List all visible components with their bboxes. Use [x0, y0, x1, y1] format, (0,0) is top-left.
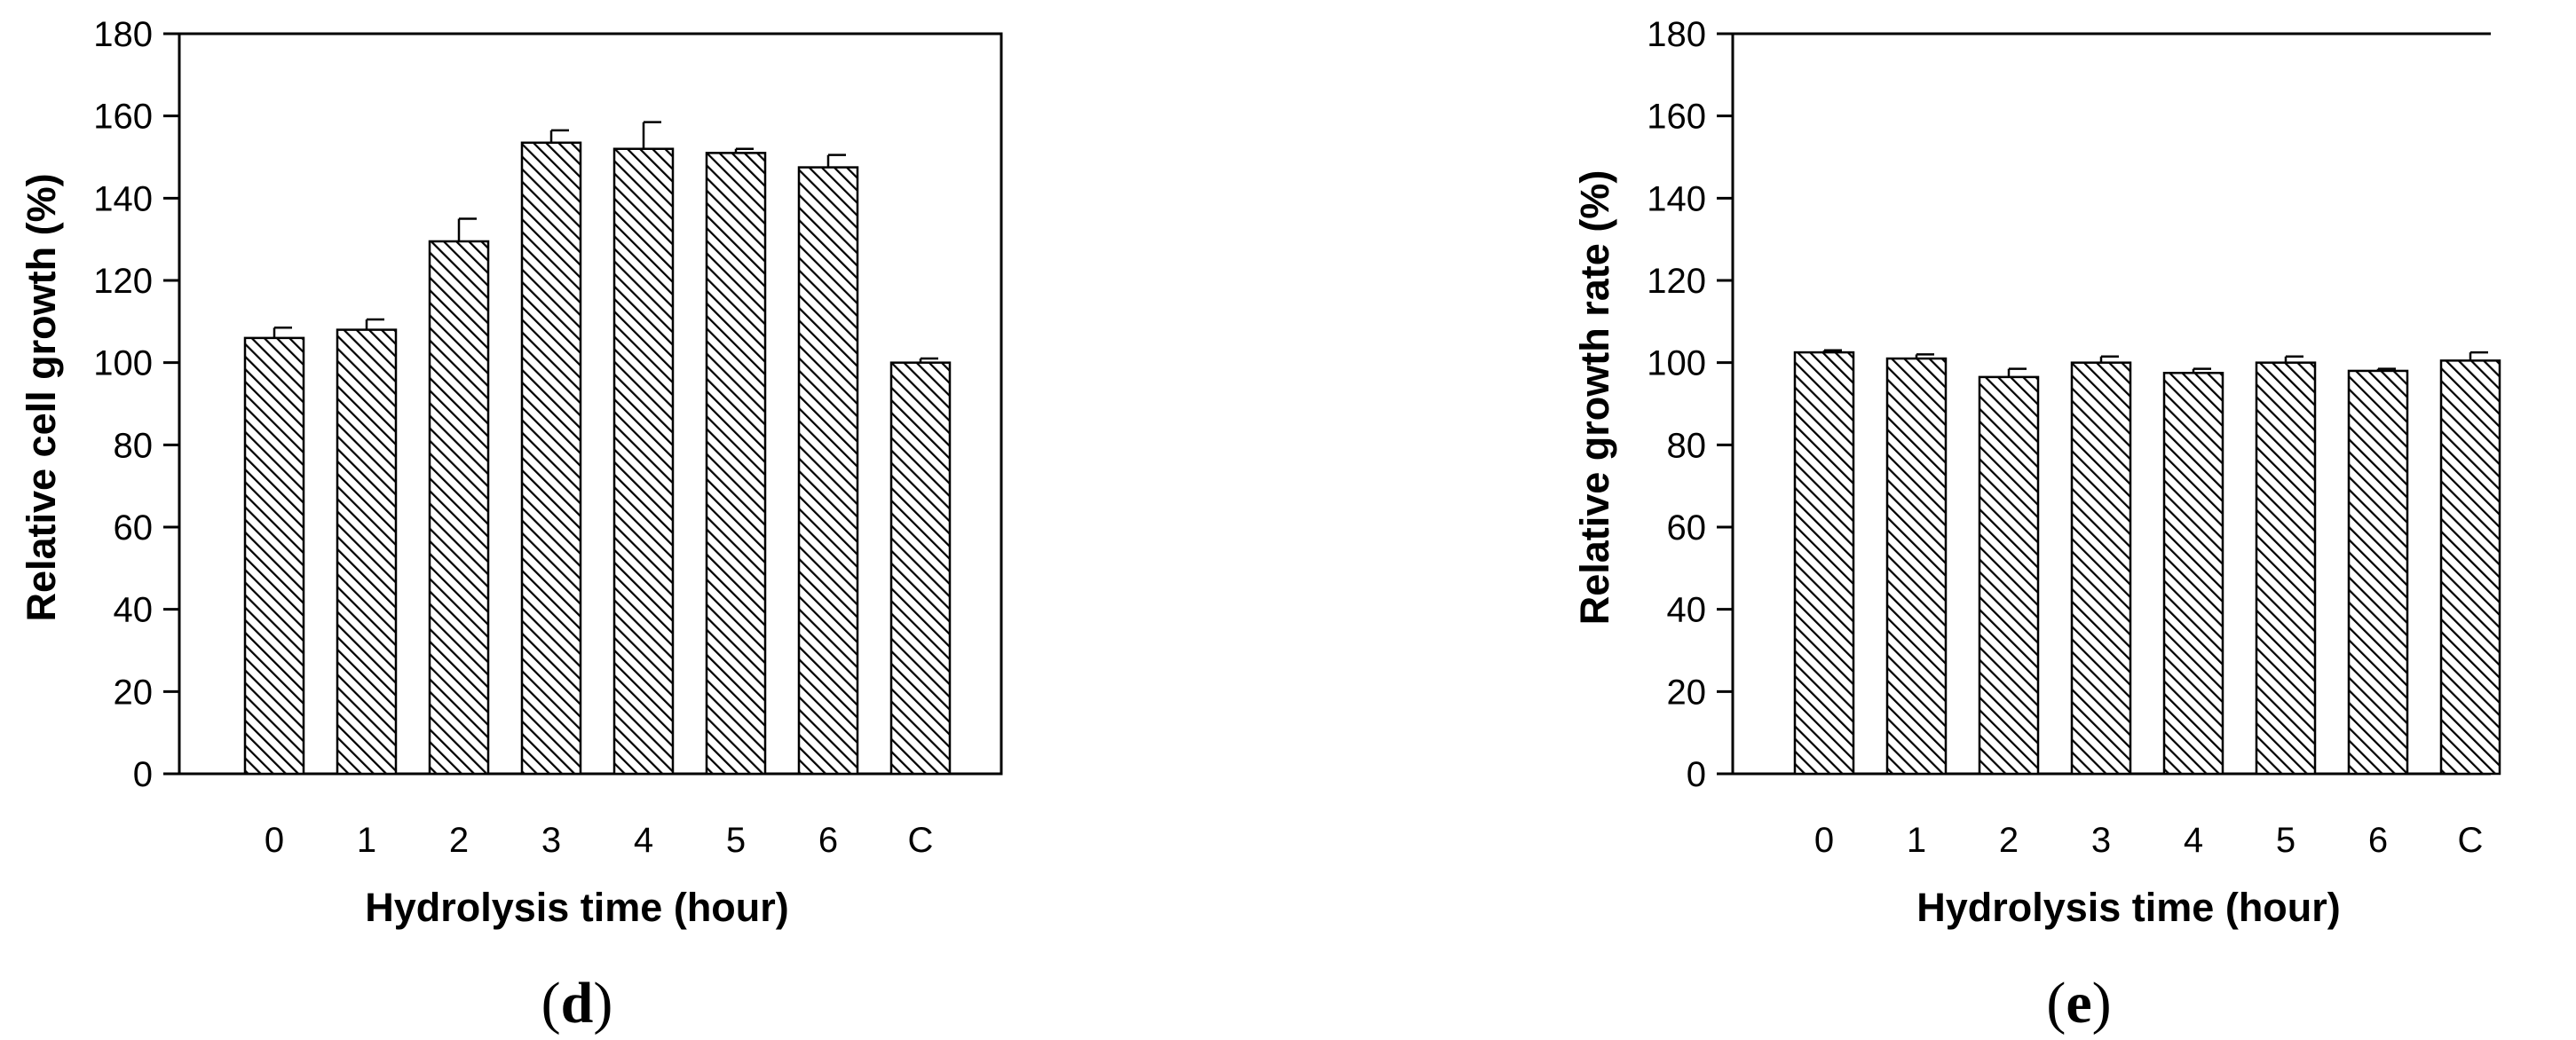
panel-label-close: ) — [593, 971, 612, 1036]
y-tick-label: 80 — [114, 426, 154, 465]
bar — [2439, 359, 2501, 776]
chart-panel-e: 0 20 40 60 80 100 120 140 160 180 0 1 2 3 4 5 6 C Relativ… — [1572, 15, 2501, 1036]
bar — [889, 361, 952, 776]
bar — [520, 141, 582, 776]
y-tick-label: 60 — [1667, 508, 1707, 548]
bar — [797, 166, 859, 776]
bar — [243, 336, 305, 776]
bar — [1978, 375, 2040, 776]
plot-area: 0 20 40 60 80 100 120 140 160 180 0 1 2 3 4 5 6 C — [1647, 15, 2501, 860]
bar — [1885, 357, 1948, 776]
panel-label: (e) — [2046, 971, 2111, 1036]
y-tick-label: 140 — [93, 179, 153, 218]
bar — [2162, 372, 2224, 776]
x-tick-label: 0 — [1814, 821, 1834, 860]
chart-panel-d: 0 20 40 60 80 100 120 140 160 180 0 1 2 3 4 5 6 C Relativ… — [19, 15, 1003, 1036]
y-axis-title: Relative cell growth (%) — [19, 173, 64, 621]
x-tick-label: C — [2458, 821, 2484, 860]
x-tick-label: 3 — [2091, 821, 2111, 860]
y-axis-title: Relative growth rate (%) — [1572, 170, 1617, 626]
panel-label-letter: e — [2066, 971, 2091, 1036]
bar — [612, 147, 675, 776]
y-tick-label: 120 — [1647, 262, 1706, 301]
y-tick-label: 0 — [1687, 755, 1706, 794]
x-tick-label: 4 — [634, 821, 653, 860]
y-tick-label: 60 — [114, 508, 154, 548]
y-tick-label: 0 — [133, 755, 153, 794]
x-tick-label: 1 — [1907, 821, 1926, 860]
x-tick-label: 5 — [2276, 821, 2295, 860]
x-axis-title: Hydrolysis time (hour) — [1916, 885, 2341, 930]
bar — [705, 152, 767, 776]
plot-frame — [178, 32, 1003, 776]
y-tick-label: 180 — [1647, 15, 1706, 54]
x-axis-title: Hydrolysis time (hour) — [365, 885, 789, 930]
y-tick-label: 20 — [1667, 673, 1707, 712]
x-tick-label: 6 — [2368, 821, 2388, 860]
y-tick-label: 20 — [114, 673, 154, 712]
y-tick-label: 100 — [1647, 344, 1706, 383]
panel-label-open: ( — [2046, 971, 2066, 1036]
bar — [336, 328, 398, 776]
bar — [2070, 361, 2132, 776]
x-tick-label: 1 — [357, 821, 376, 860]
plot-area: 0 20 40 60 80 100 120 140 160 180 0 1 2 3 4 5 6 C — [93, 15, 1003, 860]
y-tick-label: 120 — [93, 262, 153, 301]
bar — [2255, 361, 2317, 776]
y-tick-label: 40 — [1667, 591, 1707, 630]
y-tick-label: 40 — [114, 591, 154, 630]
x-tick-label: 2 — [1999, 821, 2019, 860]
panel-label-close: ) — [2092, 971, 2112, 1036]
panel-label-open: ( — [541, 971, 561, 1036]
y-tick-label: 100 — [93, 344, 153, 383]
panel-label: (d) — [541, 971, 613, 1036]
y-tick-label: 140 — [1647, 179, 1706, 218]
bar — [1793, 351, 1855, 776]
y-tick-label: 160 — [1647, 98, 1706, 137]
y-tick-label: 160 — [93, 98, 153, 137]
x-tick-label: 4 — [2184, 821, 2203, 860]
x-tick-label: 6 — [818, 821, 838, 860]
x-tick-label: 2 — [449, 821, 469, 860]
x-tick-label: 3 — [541, 821, 561, 860]
x-tick-label: 5 — [726, 821, 746, 860]
y-tick-label: 80 — [1667, 426, 1707, 465]
x-tick-label: 0 — [265, 821, 284, 860]
bar — [2347, 369, 2409, 776]
y-tick-label: 180 — [93, 15, 153, 54]
x-tick-label: C — [908, 821, 934, 860]
bar — [428, 240, 490, 776]
panel-label-letter: d — [561, 971, 594, 1036]
